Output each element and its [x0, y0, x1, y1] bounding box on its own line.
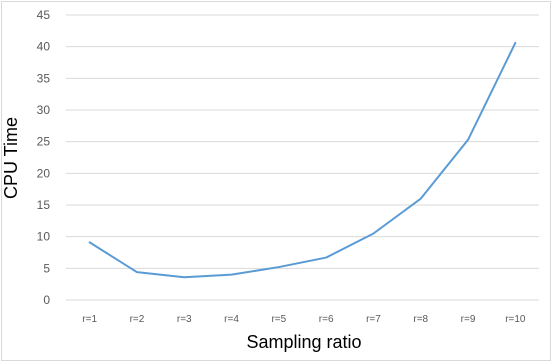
x-tick-label: r=7	[366, 314, 381, 325]
x-axis-tick-labels: r=1 r=2 r=3 r=4 r=5 r=6 r=7 r=8 r=9 r=10	[82, 314, 526, 325]
series-line-0	[88, 41, 517, 279]
data-point	[324, 256, 328, 260]
y-tick-label: 30	[37, 103, 51, 117]
x-tick-label: r=9	[461, 314, 476, 325]
data-point	[419, 197, 423, 201]
y-tick-label: 10	[37, 230, 51, 244]
data-point	[466, 138, 470, 142]
y-axis-tick-labels: 0 5 10 15 20 25 30 35 40 45	[37, 8, 51, 307]
y-tick-label: 40	[37, 40, 51, 54]
gridlines	[66, 14, 539, 301]
y-tick-label: 20	[37, 166, 51, 180]
x-tick-label: r=5	[271, 314, 286, 325]
data-point	[371, 232, 375, 236]
y-tick-label: 15	[37, 198, 51, 212]
x-tick-label: r=6	[319, 314, 334, 325]
data-point	[277, 265, 281, 269]
y-tick-label: 35	[37, 71, 51, 85]
x-tick-label: r=10	[505, 314, 526, 325]
x-tick-label: r=3	[177, 314, 192, 325]
x-axis-title: Sampling ratio	[246, 332, 361, 352]
x-tick-label: r=2	[130, 314, 145, 325]
data-point	[513, 41, 517, 45]
y-tick-label: 45	[37, 8, 51, 22]
data-point	[230, 273, 234, 277]
data-point	[135, 270, 139, 274]
x-tick-label: r=1	[82, 314, 97, 325]
x-tick-label: r=8	[413, 314, 428, 325]
y-tick-label: 25	[37, 135, 51, 149]
y-tick-label: 5	[43, 261, 50, 275]
y-tick-label: 0	[43, 293, 50, 307]
series-layer	[88, 41, 517, 279]
x-tick-label: r=4	[224, 314, 239, 325]
data-point	[182, 275, 186, 279]
y-axis-title: CPU Time	[1, 117, 21, 199]
data-point	[88, 240, 92, 244]
